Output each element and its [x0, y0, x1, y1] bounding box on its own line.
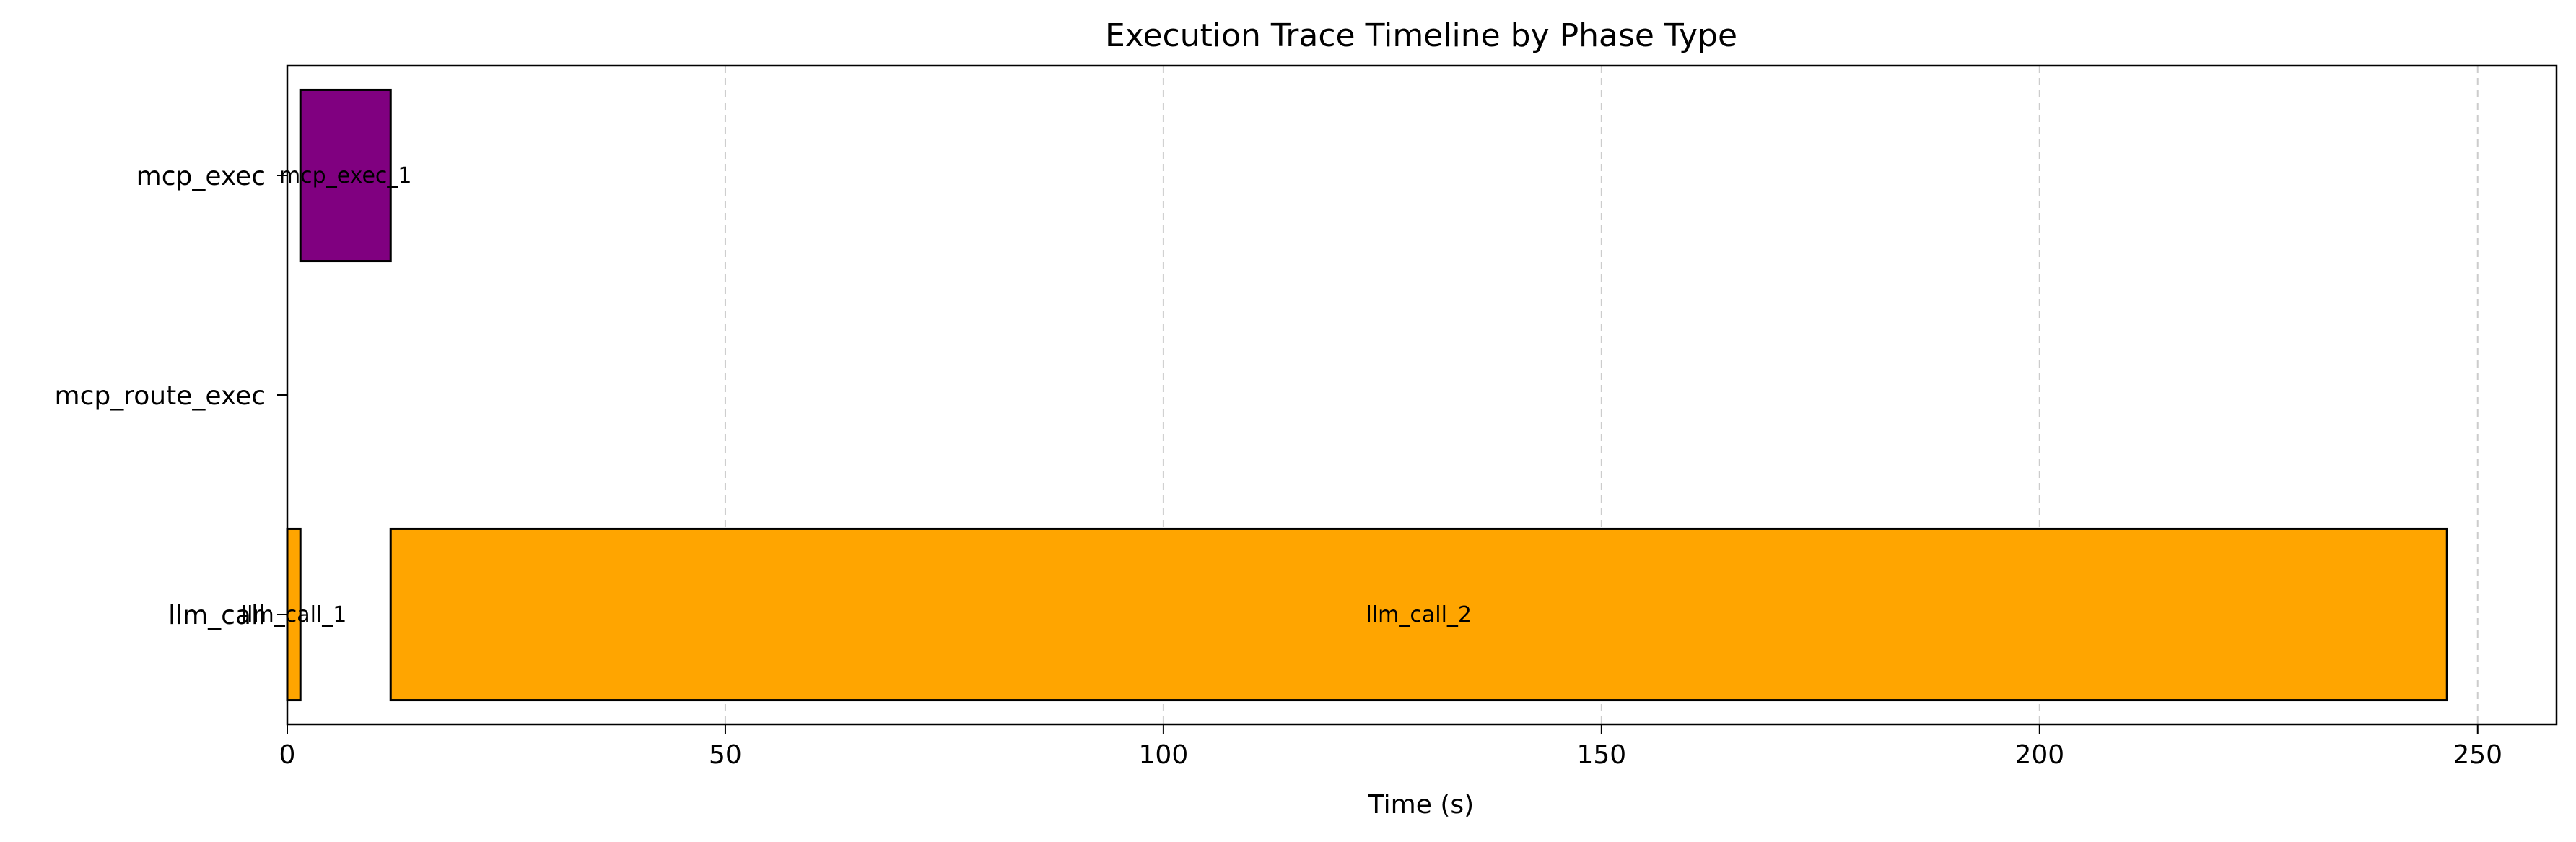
bar-label: llm_call_1: [241, 602, 347, 628]
x-tick-label: 250: [2453, 740, 2502, 770]
x-tick-label: 200: [2014, 740, 2064, 770]
x-tick-label: 150: [1576, 740, 1626, 770]
y-tick-label: mcp_route_exec: [55, 381, 266, 411]
x-tick-label: 50: [709, 740, 742, 770]
bar-labels: llm_call_1 llm_call_2 mcp_exec_1: [241, 163, 1472, 628]
chart-title: Execution Trace Timeline by Phase Type: [1105, 17, 1737, 54]
timeline-bar: [389, 527, 2448, 702]
bars: [286, 88, 2448, 702]
x-tick-label: 100: [1139, 740, 1189, 770]
x-tick-label: 0: [279, 740, 296, 770]
x-axis-ticks: 0 50 100 150 200 250: [279, 724, 2502, 770]
timeline-bar: [299, 88, 392, 263]
x-axis-label: Time (s): [1368, 790, 1474, 820]
y-tick-label: mcp_exec: [136, 162, 266, 191]
bar-label: mcp_exec_1: [279, 163, 412, 188]
bar-label: llm_call_2: [1366, 602, 1472, 628]
y-axis-ticks: mcp_exec mcp_route_exec llm_call: [55, 162, 287, 630]
y-tick-label: llm_call: [168, 601, 266, 630]
